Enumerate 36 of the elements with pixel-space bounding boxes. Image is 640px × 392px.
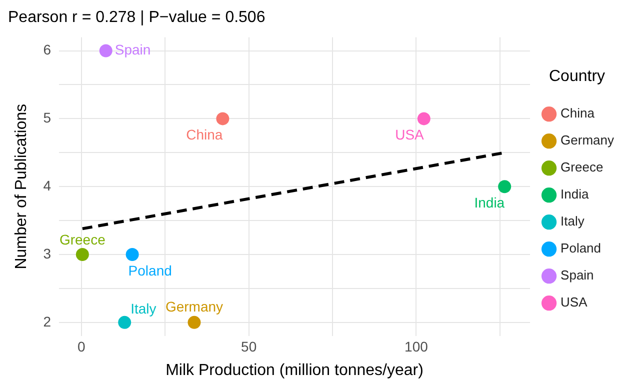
x-axis-title: Milk Production (million tonnes/year) — [166, 362, 424, 379]
text: Greece — [59, 231, 106, 248]
text: Spain — [114, 42, 151, 58]
x-tick-label: 50 — [241, 338, 257, 354]
text: China — [186, 126, 223, 143]
point — [99, 44, 112, 58]
legend-label: Germany — [560, 132, 614, 148]
text: USA — [395, 126, 424, 143]
point — [417, 112, 430, 126]
text: India — [474, 194, 505, 210]
point — [498, 180, 512, 194]
legend-label: Spain — [560, 268, 594, 283]
text: Poland — [128, 262, 172, 278]
x-tick-label: 0 — [78, 338, 86, 354]
point — [216, 112, 230, 126]
legend-label: India — [560, 186, 590, 202]
legend-label: Italy — [560, 214, 585, 229]
legend-label: USA — [560, 294, 588, 310]
point — [188, 316, 201, 329]
legend-label: Poland — [560, 240, 602, 256]
point — [118, 316, 132, 329]
legend-title: Country — [549, 68, 606, 85]
legend-label: China — [560, 106, 596, 121]
y-tick-label: 5 — [43, 110, 52, 126]
chart-title: Pearson r = 0.278 | P−value = 0.506 — [8, 9, 266, 26]
y-tick-label: 3 — [43, 245, 52, 262]
legend-label: Greece — [560, 160, 604, 175]
text: Italy — [130, 300, 156, 316]
point — [76, 248, 89, 262]
x-tick-label: 100 — [404, 338, 428, 354]
y-tick-label: 2 — [43, 313, 52, 330]
point — [126, 248, 139, 262]
y-axis-title: Number of Publications — [13, 104, 30, 270]
y-tick-label: 4 — [43, 177, 52, 194]
y-tick-label: 6 — [43, 42, 52, 58]
text: Germany — [165, 298, 224, 314]
